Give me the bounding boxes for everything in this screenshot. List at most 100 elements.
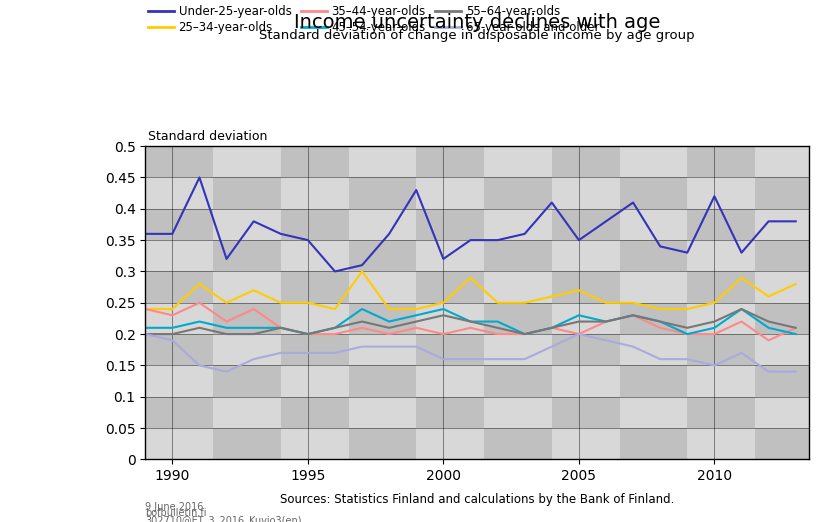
25–34-year-olds (357, 268, 367, 275)
45–54-year-olds (438, 306, 448, 312)
Under-25-year-olds (384, 231, 394, 237)
65-year-olds and older (357, 343, 367, 350)
55–64-year-olds (303, 331, 313, 337)
65-year-olds and older (303, 350, 313, 356)
Line: 45–54-year-olds: 45–54-year-olds (145, 309, 796, 334)
55–64-year-olds (140, 331, 150, 337)
Under-25-year-olds (168, 231, 178, 237)
Under-25-year-olds (628, 199, 638, 206)
55–64-year-olds (520, 331, 530, 337)
35–44-year-olds (140, 306, 150, 312)
65-year-olds and older (601, 337, 611, 343)
35–44-year-olds (736, 318, 746, 325)
65-year-olds and older (276, 350, 286, 356)
35–44-year-olds (412, 325, 422, 331)
25–34-year-olds (655, 306, 665, 312)
35–44-year-olds (655, 325, 665, 331)
55–64-year-olds (168, 331, 178, 337)
Text: 9 June 2016: 9 June 2016 (145, 502, 203, 512)
Under-25-year-olds (682, 250, 692, 256)
45–54-year-olds (384, 318, 394, 325)
35–44-year-olds (492, 331, 502, 337)
55–64-year-olds (492, 325, 502, 331)
25–34-year-olds (710, 300, 720, 306)
Under-25-year-olds (710, 193, 720, 199)
35–44-year-olds (168, 312, 178, 318)
65-year-olds and older (249, 356, 259, 362)
25–34-year-olds (140, 306, 150, 312)
25–34-year-olds (791, 281, 801, 287)
25–34-year-olds (520, 300, 530, 306)
35–44-year-olds (249, 306, 259, 312)
Line: 35–44-year-olds: 35–44-year-olds (145, 303, 796, 340)
55–64-year-olds (574, 318, 583, 325)
55–64-year-olds (547, 325, 557, 331)
45–54-year-olds (736, 306, 746, 312)
25–34-year-olds (168, 306, 178, 312)
35–44-year-olds (682, 331, 692, 337)
55–64-year-olds (384, 325, 394, 331)
25–34-year-olds (194, 281, 204, 287)
55–64-year-olds (466, 318, 476, 325)
45–54-year-olds (655, 318, 665, 325)
Text: Standard deviation: Standard deviation (148, 130, 267, 143)
Text: 302710@ET_3_2016_Kuvio3(en): 302710@ET_3_2016_Kuvio3(en) (145, 515, 302, 522)
25–34-year-olds (384, 306, 394, 312)
65-year-olds and older (628, 343, 638, 350)
Line: 65-year-olds and older: 65-year-olds and older (145, 334, 796, 372)
25–34-year-olds (222, 300, 232, 306)
55–64-year-olds (736, 306, 746, 312)
Text: bofbulletin.fi: bofbulletin.fi (145, 508, 207, 518)
45–54-year-olds (601, 318, 611, 325)
25–34-year-olds (249, 287, 259, 293)
35–44-year-olds (628, 312, 638, 318)
Line: Under-25-year-olds: Under-25-year-olds (145, 177, 796, 271)
45–54-year-olds (710, 325, 720, 331)
55–64-year-olds (222, 331, 232, 337)
35–44-year-olds (438, 331, 448, 337)
65-year-olds and older (438, 356, 448, 362)
45–54-year-olds (628, 312, 638, 318)
65-year-olds and older (520, 356, 530, 362)
65-year-olds and older (384, 343, 394, 350)
45–54-year-olds (682, 331, 692, 337)
Text: Standard deviation of change in disposable income by age group: Standard deviation of change in disposab… (260, 29, 695, 42)
Under-25-year-olds (357, 262, 367, 268)
45–54-year-olds (194, 318, 204, 325)
Legend: Under-25-year-olds, 25–34-year-olds, 35–44-year-olds, 45–54-year-olds, 55–64-yea: Under-25-year-olds, 25–34-year-olds, 35–… (148, 5, 599, 34)
55–64-year-olds (438, 312, 448, 318)
65-year-olds and older (655, 356, 665, 362)
35–44-year-olds (791, 325, 801, 331)
25–34-year-olds (303, 300, 313, 306)
45–54-year-olds (412, 312, 422, 318)
25–34-year-olds (547, 293, 557, 300)
55–64-year-olds (412, 318, 422, 325)
Under-25-year-olds (791, 218, 801, 224)
45–54-year-olds (276, 325, 286, 331)
65-year-olds and older (791, 369, 801, 375)
55–64-year-olds (601, 318, 611, 325)
45–54-year-olds (140, 325, 150, 331)
45–54-year-olds (547, 325, 557, 331)
65-year-olds and older (547, 343, 557, 350)
45–54-year-olds (168, 325, 178, 331)
65-year-olds and older (736, 350, 746, 356)
65-year-olds and older (140, 331, 150, 337)
45–54-year-olds (303, 331, 313, 337)
Under-25-year-olds (249, 218, 259, 224)
25–34-year-olds (628, 300, 638, 306)
35–44-year-olds (764, 337, 774, 343)
Under-25-year-olds (574, 237, 583, 243)
35–44-year-olds (330, 331, 340, 337)
35–44-year-olds (547, 325, 557, 331)
Under-25-year-olds (330, 268, 340, 275)
45–54-year-olds (764, 325, 774, 331)
35–44-year-olds (222, 318, 232, 325)
25–34-year-olds (276, 300, 286, 306)
55–64-year-olds (710, 318, 720, 325)
Under-25-year-olds (736, 250, 746, 256)
45–54-year-olds (330, 325, 340, 331)
35–44-year-olds (384, 331, 394, 337)
35–44-year-olds (520, 331, 530, 337)
Under-25-year-olds (466, 237, 476, 243)
